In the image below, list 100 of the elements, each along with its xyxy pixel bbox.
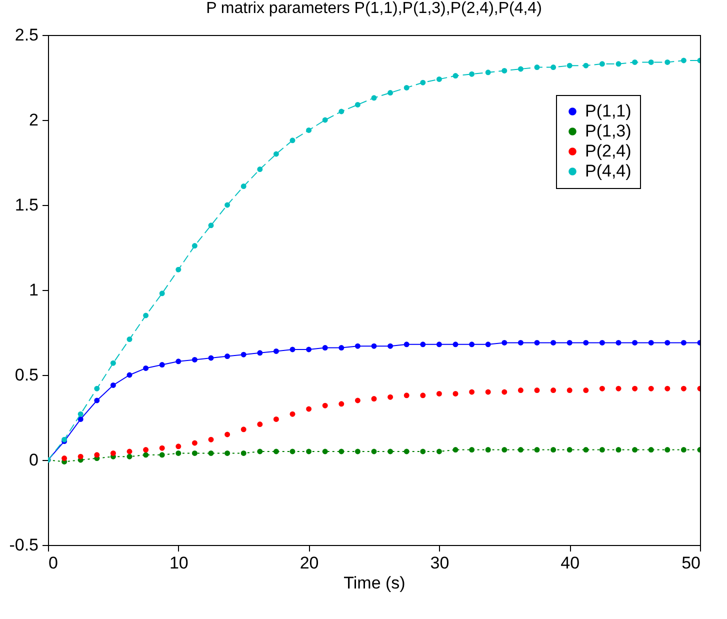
point — [420, 392, 426, 398]
point — [306, 346, 312, 352]
legend-label: P(1,1) — [585, 102, 632, 120]
point — [648, 386, 654, 392]
point — [110, 360, 116, 366]
point — [469, 389, 475, 395]
point — [176, 444, 182, 450]
point — [436, 390, 442, 396]
point — [469, 342, 475, 348]
y-tick-label: 2.5 — [14, 26, 38, 44]
point — [485, 342, 491, 348]
point — [550, 340, 556, 346]
point — [583, 62, 589, 68]
point — [354, 448, 360, 454]
point — [126, 448, 132, 454]
point — [257, 448, 263, 454]
legend-label: P(2,4) — [585, 142, 632, 160]
x-axis-title: Time (s) — [344, 574, 406, 592]
point — [94, 398, 100, 404]
point — [338, 448, 344, 454]
point — [322, 117, 328, 123]
point — [680, 58, 686, 64]
point — [485, 389, 491, 395]
point — [616, 340, 622, 346]
point — [616, 61, 622, 67]
point — [388, 394, 394, 400]
point — [404, 448, 410, 454]
point — [420, 448, 426, 454]
point — [404, 84, 410, 90]
point — [322, 448, 328, 454]
y-tick-label: 0 — [29, 450, 38, 470]
y-tick-label: 1.5 — [14, 196, 38, 214]
point — [534, 64, 540, 70]
x-tick-label: 10 — [169, 554, 188, 572]
point — [192, 450, 198, 456]
point — [583, 388, 589, 394]
point — [257, 422, 263, 428]
point — [192, 356, 198, 362]
point — [306, 448, 312, 454]
point — [436, 342, 442, 348]
point — [436, 448, 442, 454]
point — [648, 447, 654, 453]
point — [78, 411, 84, 417]
point — [78, 454, 84, 460]
point — [502, 68, 508, 74]
point — [550, 64, 556, 70]
point — [192, 243, 198, 249]
point — [208, 436, 214, 442]
point — [648, 59, 654, 65]
legend-label: P(1,3) — [585, 122, 632, 140]
y-tick-label: -0.5 — [9, 536, 38, 554]
point — [469, 447, 475, 453]
point — [240, 450, 246, 456]
point — [159, 362, 165, 368]
point — [452, 447, 458, 453]
point — [452, 390, 458, 396]
point — [371, 95, 377, 101]
point — [354, 398, 360, 404]
point — [224, 450, 230, 456]
point — [159, 445, 165, 451]
point — [518, 66, 524, 72]
point — [518, 388, 524, 394]
point — [566, 388, 572, 394]
point — [518, 447, 524, 453]
point — [306, 127, 312, 133]
point — [224, 354, 230, 360]
point — [534, 388, 540, 394]
point — [338, 401, 344, 407]
x-tick-label: 20 — [300, 554, 319, 572]
point — [583, 447, 589, 453]
y-tick-label: 0.5 — [14, 366, 38, 384]
point — [290, 411, 296, 417]
point — [126, 336, 132, 342]
point — [420, 80, 426, 86]
point — [176, 450, 182, 456]
point — [664, 447, 670, 453]
point — [273, 348, 279, 354]
point — [159, 452, 165, 458]
point — [550, 388, 556, 394]
point — [126, 372, 132, 378]
point — [290, 346, 296, 352]
point — [502, 389, 508, 395]
y-tick-label: 2 — [29, 110, 38, 130]
point — [632, 59, 638, 65]
point — [143, 452, 149, 458]
point — [680, 447, 686, 453]
point — [240, 352, 246, 358]
point — [62, 456, 68, 462]
point — [273, 416, 279, 422]
point — [371, 343, 377, 349]
point — [680, 340, 686, 346]
point — [485, 447, 491, 453]
x-tick-label: 0 — [48, 554, 58, 572]
point — [485, 70, 491, 76]
x-tick-label: 50 — [682, 554, 700, 572]
point — [388, 90, 394, 96]
point — [534, 340, 540, 346]
x-tick-label: 40 — [560, 554, 580, 572]
point — [502, 340, 508, 346]
point — [599, 447, 605, 453]
